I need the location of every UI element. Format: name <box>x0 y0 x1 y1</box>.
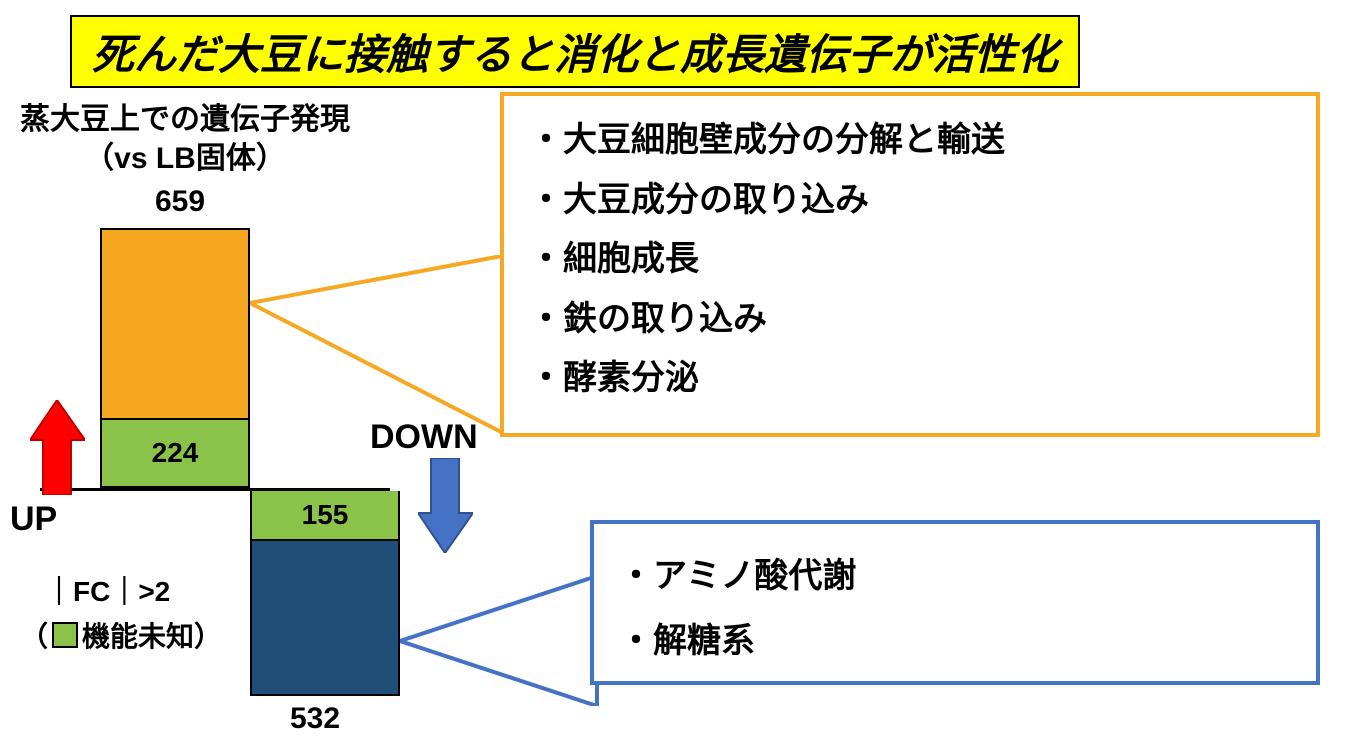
down-total-value: 532 <box>290 702 340 736</box>
up-arrow-icon <box>30 400 85 495</box>
up-total-value: 659 <box>155 185 205 219</box>
chart-heading: 蒸大豆上での遺伝子発現 （vs LB固体） <box>20 100 350 178</box>
chart-heading-line2: （vs LB固体） <box>20 139 350 178</box>
fc-threshold-label: ｜FC｜>2 <box>45 570 170 610</box>
bar-down-unknown: 155 <box>250 491 400 541</box>
down-unknown-value: 155 <box>302 499 349 531</box>
up-label: UP <box>10 500 57 539</box>
callout-down-item: ・アミノ酸代謝 <box>619 544 1291 609</box>
callout-up: ・大豆細胞壁成分の分解と輸送 ・大豆成分の取り込み ・細胞成長 ・鉄の取り込み … <box>500 92 1320 437</box>
callout-up-item: ・大豆成分の取り込み <box>529 171 1291 231</box>
chart-heading-line1: 蒸大豆上での遺伝子発現 <box>20 100 350 139</box>
callout-up-pointer <box>250 255 510 435</box>
callout-down-item: ・解糖系 <box>619 609 1291 674</box>
bar-down-main <box>250 541 400 696</box>
callout-up-item: ・鉄の取り込み <box>529 290 1291 350</box>
legend-open: （ <box>20 615 48 655</box>
legend-text: 機能未知） <box>82 615 222 655</box>
bar-up-main <box>100 228 250 418</box>
legend-color-square <box>52 622 78 648</box>
callout-up-item: ・大豆細胞壁成分の分解と輸送 <box>529 111 1291 171</box>
down-arrow-icon <box>418 458 473 553</box>
title-banner: 死んだ大豆に接触すると消化と成長遺伝子が活性化 <box>70 15 1080 88</box>
callout-up-item: ・細胞成長 <box>529 230 1291 290</box>
bar-up-unknown: 224 <box>100 418 250 488</box>
callout-down: ・アミノ酸代謝 ・解糖系 <box>590 520 1320 685</box>
legend: （ 機能未知） <box>20 615 222 655</box>
callout-up-item: ・酵素分泌 <box>529 349 1291 409</box>
callout-down-pointer <box>400 576 600 706</box>
up-unknown-value: 224 <box>152 437 199 469</box>
title-text: 死んだ大豆に接触すると消化と成長遺伝子が活性化 <box>92 31 1058 78</box>
